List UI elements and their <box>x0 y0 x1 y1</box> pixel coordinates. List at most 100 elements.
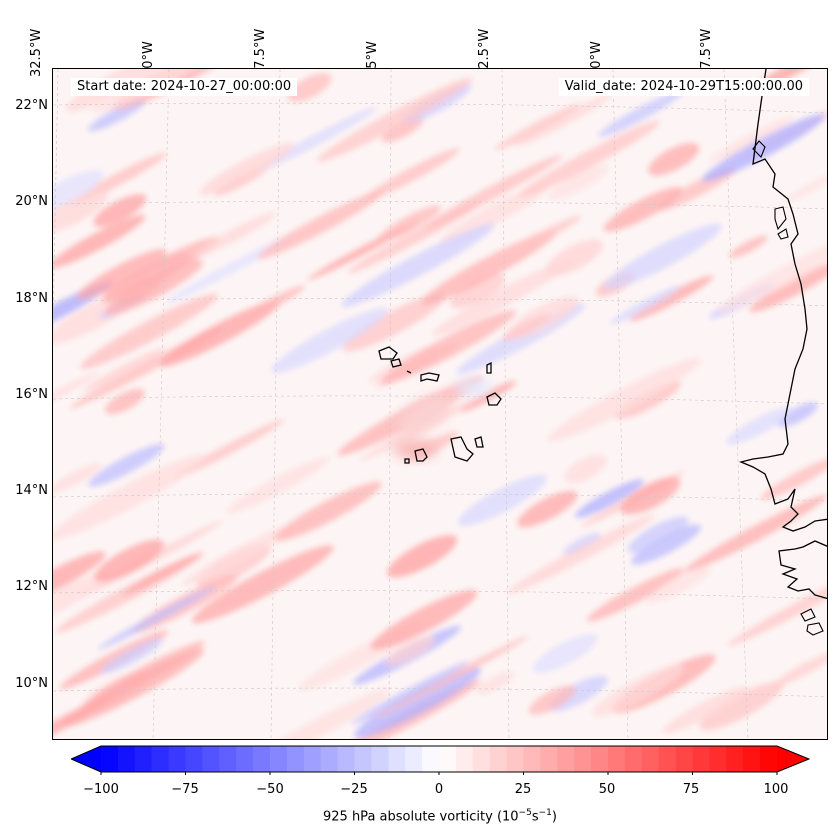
colorbar-tick: −25 <box>340 782 368 797</box>
positive-vorticity-streak <box>517 490 578 528</box>
colorbar-cell <box>506 746 524 772</box>
positive-vorticity-streak <box>547 357 702 442</box>
colorbar-cell <box>134 746 153 772</box>
lon-label: 32.5°W <box>29 28 44 77</box>
positive-vorticity-streak <box>104 388 145 415</box>
negative-vorticity-streak <box>725 407 793 445</box>
positive-vorticity-streak <box>53 190 109 233</box>
positive-vorticity-streak <box>254 688 391 739</box>
colorbar-cell <box>692 746 710 772</box>
positive-vorticity-streak <box>783 174 827 203</box>
positive-vorticity-streak <box>749 262 827 313</box>
colorbar-cell <box>557 746 575 772</box>
negative-vorticity-streak <box>97 586 216 650</box>
positive-vorticity-streak <box>490 215 582 265</box>
island-banc <box>752 140 789 240</box>
colorbar-tick: −50 <box>256 782 284 797</box>
colorbar-cell <box>405 746 423 772</box>
colorbar-cell <box>117 746 136 772</box>
colorbar-cell <box>658 746 677 772</box>
positive-vorticity-streak <box>93 194 147 227</box>
negative-vorticity-streak <box>256 107 377 172</box>
positive-vorticity-streak <box>505 296 579 340</box>
positive-vorticity-streak <box>274 481 382 541</box>
positive-vorticity-streak <box>564 454 607 483</box>
positive-vorticity-streak <box>104 236 220 301</box>
negative-vorticity-streak <box>563 533 601 556</box>
map-panel <box>52 68 828 740</box>
colorbar-cell <box>101 746 119 772</box>
positive-vorticity-streak <box>717 233 827 313</box>
positive-vorticity-streak <box>431 259 575 336</box>
colorbar-tick: 100 <box>763 782 789 797</box>
positive-vorticity-streak <box>82 347 166 392</box>
positive-vorticity-streak <box>494 103 580 151</box>
positive-vorticity-streak <box>377 205 441 242</box>
lat-label: 20°N <box>15 194 48 209</box>
positive-vorticity-streak <box>518 120 661 197</box>
positive-vorticity-streak <box>708 116 795 163</box>
colorbar-cell <box>641 746 660 772</box>
negative-vorticity-streak <box>574 479 644 518</box>
colorbar-extend-high <box>777 746 809 772</box>
negative-vorticity-streak <box>99 638 164 674</box>
positive-vorticity-streak <box>385 636 435 666</box>
colorbar-cell <box>439 746 457 772</box>
colorbar-tick: 50 <box>598 782 616 797</box>
positive-vorticity-streak <box>662 686 748 734</box>
positive-vorticity-streak <box>287 73 332 102</box>
colorbar-cells <box>71 746 809 772</box>
negative-vorticity-streak <box>609 285 682 325</box>
colorbar-cell <box>489 746 508 772</box>
positive-vorticity-streak <box>381 116 424 143</box>
vorticity-streaks <box>53 69 827 739</box>
colorbar-cell <box>743 746 761 772</box>
positive-vorticity-streak <box>374 635 529 719</box>
colorbar-cell <box>472 746 491 772</box>
positive-vorticity-streak <box>449 274 506 309</box>
colorbar-cell <box>337 746 355 772</box>
positive-vorticity-streak <box>182 523 297 586</box>
colorbar-cell <box>236 746 254 772</box>
negative-vorticity-streak <box>603 223 722 290</box>
graticule <box>53 69 827 739</box>
colorbar-tick: 75 <box>682 782 700 797</box>
colorbar-label: 925 hPa absolute vorticity (10−5s−1) <box>323 808 557 825</box>
negative-vorticity-streak <box>341 223 495 307</box>
lat-label: 18°N <box>15 291 48 306</box>
positive-vorticity-streak <box>772 651 827 687</box>
negative-vorticity-streak <box>533 633 598 673</box>
colorbar <box>71 745 811 775</box>
positive-vorticity-streak <box>342 293 446 352</box>
positive-vorticity-streak <box>257 190 384 259</box>
positive-vorticity-streak <box>226 457 330 514</box>
positive-vorticity-streak <box>199 142 295 196</box>
positive-vorticity-streak <box>80 293 219 369</box>
positive-vorticity-streak <box>104 260 203 316</box>
negative-vorticity-streak <box>351 661 469 725</box>
positive-vorticity-streak <box>53 214 146 269</box>
negative-vorticity-streak <box>627 516 689 553</box>
lat-label: 14°N <box>15 483 48 498</box>
cape-verde-islands <box>378 346 502 464</box>
negative-vorticity-streak <box>701 114 826 182</box>
colorbar-cell <box>624 746 643 772</box>
colorbar-tick: 0 <box>434 782 444 797</box>
positive-vorticity-streak <box>592 664 684 717</box>
positive-vorticity-streak <box>422 154 563 230</box>
vorticity-field <box>53 69 827 739</box>
negative-vorticity-streak <box>271 307 389 373</box>
colorbar-cell <box>675 746 693 772</box>
colorbar-cell <box>608 746 626 772</box>
positive-vorticity-streak <box>760 457 827 500</box>
colorbar-tick: 25 <box>514 782 532 797</box>
colorbar-cell <box>591 746 609 772</box>
lat-label: 22°N <box>15 98 48 113</box>
start-date-label: Start date: 2024-10-27_00:00:00 <box>71 78 298 96</box>
positive-vorticity-streak <box>629 275 714 322</box>
colorbar-cell <box>202 746 220 772</box>
negative-vorticity-streak <box>354 667 481 738</box>
colorbar-cell <box>270 746 288 772</box>
colorbar-cell <box>540 746 558 772</box>
lat-label: 10°N <box>15 676 48 691</box>
